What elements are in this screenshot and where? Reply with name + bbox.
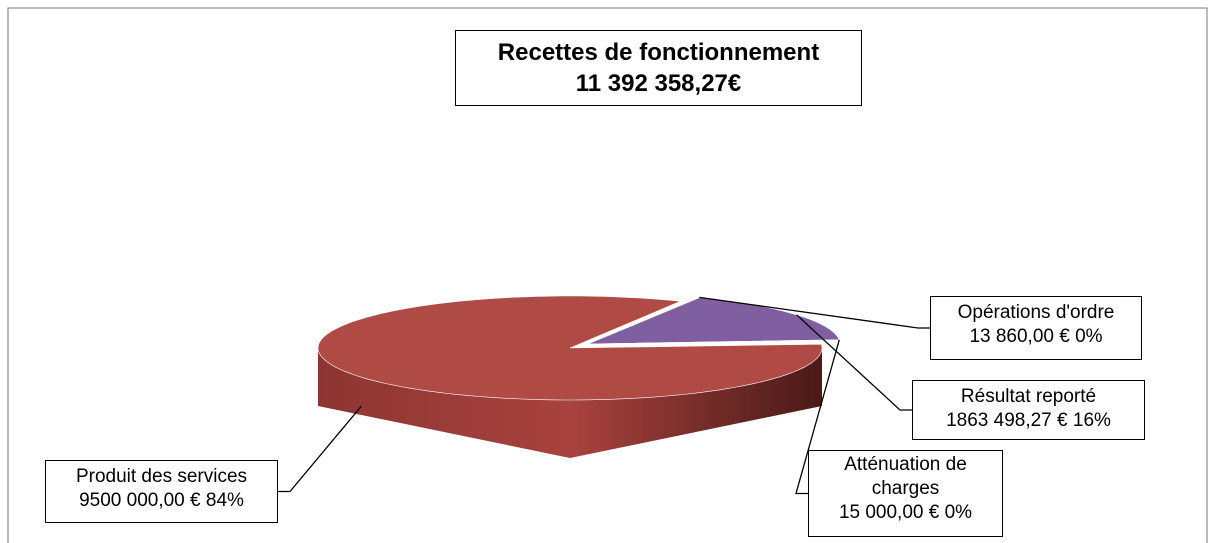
value-label: 9500 000,00 € 84% [79, 490, 244, 511]
chart-title: Recettes de fonctionnement [497, 39, 820, 66]
value-label: 1863 498,27 € 16% [946, 410, 1111, 431]
leader-line [796, 314, 912, 411]
value-label: 13 860,00 € 0% [969, 326, 1103, 347]
data-label: Atténuation de charges 15 000,00 € 0% [808, 450, 1003, 537]
leader-line [699, 296, 930, 329]
category-label: Résultat reporté [960, 386, 1097, 407]
slice-side [318, 348, 822, 458]
data-label: Produit des services 9500 000,00 € 84% [45, 460, 278, 523]
leader-line [795, 339, 840, 495]
leader-line [278, 405, 362, 493]
category-label: Opérations d'ordre [957, 302, 1115, 323]
slice [317, 295, 823, 401]
chart-subtitle: 11 392 358,27€ [575, 70, 742, 97]
data-label: Résultat reporté 1863 498,27 € 16% [912, 380, 1145, 440]
frame [7, 7, 1208, 543]
value-label: 15 000,00 € 0% [838, 502, 973, 523]
category-label: Produit des services [75, 466, 248, 487]
data-label: Opérations d'ordre 13 860,00 € 0% [930, 296, 1142, 360]
title-box: Recettes de fonctionnement 11 392 358,27… [455, 30, 862, 106]
category-label: Atténuation de charges [844, 454, 967, 499]
